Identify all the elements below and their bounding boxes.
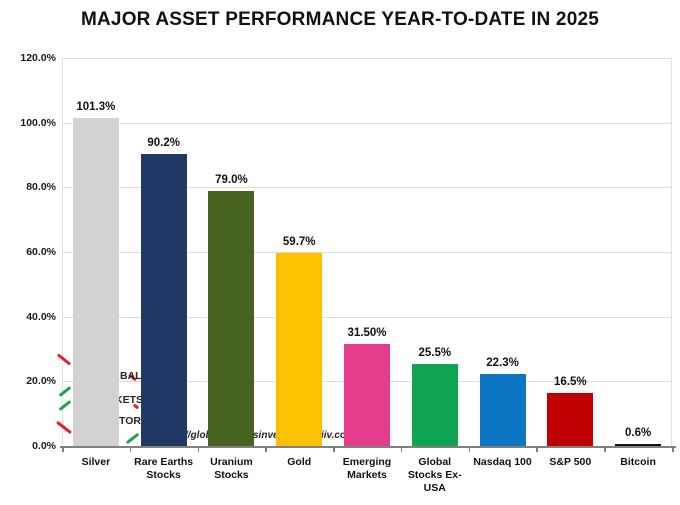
x-axis-label-line: Silver: [81, 456, 111, 468]
bar-emerging-markets: [344, 344, 390, 446]
x-axis-tick: [604, 448, 606, 452]
chart-title: MAJOR ASSET PERFORMANCE YEAR-TO-DATE IN …: [80, 9, 599, 30]
x-axis-category-label-global-stocks-ex-usa: Global Stocks Ex- USA: [401, 456, 469, 495]
x-axis-tick: [468, 448, 471, 452]
bar-value-label-bitcoin: 0.6%: [625, 427, 652, 439]
bar-value-label-s-p-500: 16.5%: [554, 376, 587, 388]
x-axis-tick: [129, 448, 132, 452]
x-axis-tick: [265, 448, 267, 452]
x-axis-label-line: Emerging: [342, 456, 392, 468]
y-axis-tick-label: 0.0%: [32, 440, 56, 452]
x-axis-category-label-gold: Gold: [265, 456, 333, 469]
x-axis-label-line: Stocks: [214, 469, 249, 481]
y-gridline: [62, 252, 672, 253]
bar-value-label-nasdaq-100: 22.3%: [486, 357, 519, 369]
bar-gold: [276, 253, 323, 446]
bar-silver: [72, 118, 119, 446]
x-axis-label-line: Gold: [287, 456, 312, 468]
x-axis-label-line: Stocks Ex-: [407, 469, 462, 481]
x-axis-category-label-bitcoin: Bitcoin: [604, 456, 672, 469]
watermark-url-fragment: iiv.co: [321, 430, 347, 441]
x-axis-label-line: Global: [418, 456, 452, 468]
watermark-logo-fragment: KETS: [115, 394, 144, 406]
x-axis-label-line: USA: [423, 482, 446, 494]
x-axis-label-line: S&P 500: [549, 456, 592, 468]
watermark-logo-fragment: TOR: [119, 415, 141, 427]
y-axis-tick-label: 100.0%: [20, 116, 56, 129]
x-axis-category-label-emerging-markets: Emerging Markets: [333, 456, 401, 482]
x-axis-category-label-s-p-500: S&P 500: [536, 456, 604, 469]
y-axis-tick-label: 60.0%: [26, 246, 56, 258]
x-axis-label-line: Bitcoin: [620, 456, 656, 468]
x-axis-category-label-silver: Silver: [62, 456, 130, 469]
y-gridline: [62, 187, 672, 189]
x-axis-label-line: Stocks: [146, 469, 181, 481]
bar-uranium-stocks: [208, 191, 255, 446]
bar-value-label-rare-earths-stocks: 90.2%: [147, 137, 180, 149]
x-axis-tick: [400, 448, 403, 452]
bar-nasdaq-100: [479, 374, 526, 446]
bar-rare-earths-stocks: [140, 154, 187, 446]
x-axis-category-label-uranium-stocks: Uranium Stocks: [198, 456, 266, 482]
y-axis-tick-label: 120.0%: [20, 52, 56, 64]
y-axis-tick-label: 20.0%: [26, 375, 56, 388]
bar-bitcoin: [615, 444, 662, 446]
y-gridline: [62, 316, 672, 318]
bar-value-label-emerging-markets: 31.50%: [347, 327, 387, 339]
y-axis-tick-label: 80.0%: [26, 181, 56, 194]
y-axis-tick-label: 40.0%: [26, 310, 56, 323]
x-axis-label-line: Nasdaq 100: [473, 456, 532, 468]
watermark-url-fragment: //glob: [185, 430, 212, 441]
bar-value-label-global-stocks-ex-usa: 25.5%: [418, 347, 452, 359]
x-axis-tick: [536, 448, 538, 452]
y-gridline: [62, 122, 672, 124]
x-axis-label-line: Uranium: [210, 456, 253, 468]
x-axis-category-label-nasdaq-100: Nasdaq 100: [469, 456, 537, 469]
watermark-logo-fragment: BAL: [120, 370, 142, 382]
watermark-url-fragment: sinve: [253, 430, 279, 441]
x-axis-tick: [672, 448, 674, 452]
bar-global-stocks-ex-usa: [411, 364, 458, 446]
y-gridline: [62, 58, 672, 59]
x-axis-label-line: Markets: [347, 469, 387, 481]
x-axis-label-line: Rare Earths: [134, 456, 194, 468]
bar-value-label-silver: 101.3%: [76, 101, 116, 113]
x-axis-line: [60, 446, 676, 448]
bar-value-label-gold: 59.7%: [282, 236, 316, 248]
x-axis-tick: [62, 448, 64, 452]
x-axis-tick: [333, 448, 335, 452]
x-axis-tick: [197, 448, 200, 452]
x-axis-category-label-rare-earths-stocks: Rare Earths Stocks: [130, 456, 198, 482]
bar-value-label-uranium-stocks: 79.0%: [215, 174, 248, 186]
bar-s-p-500: [547, 393, 594, 446]
